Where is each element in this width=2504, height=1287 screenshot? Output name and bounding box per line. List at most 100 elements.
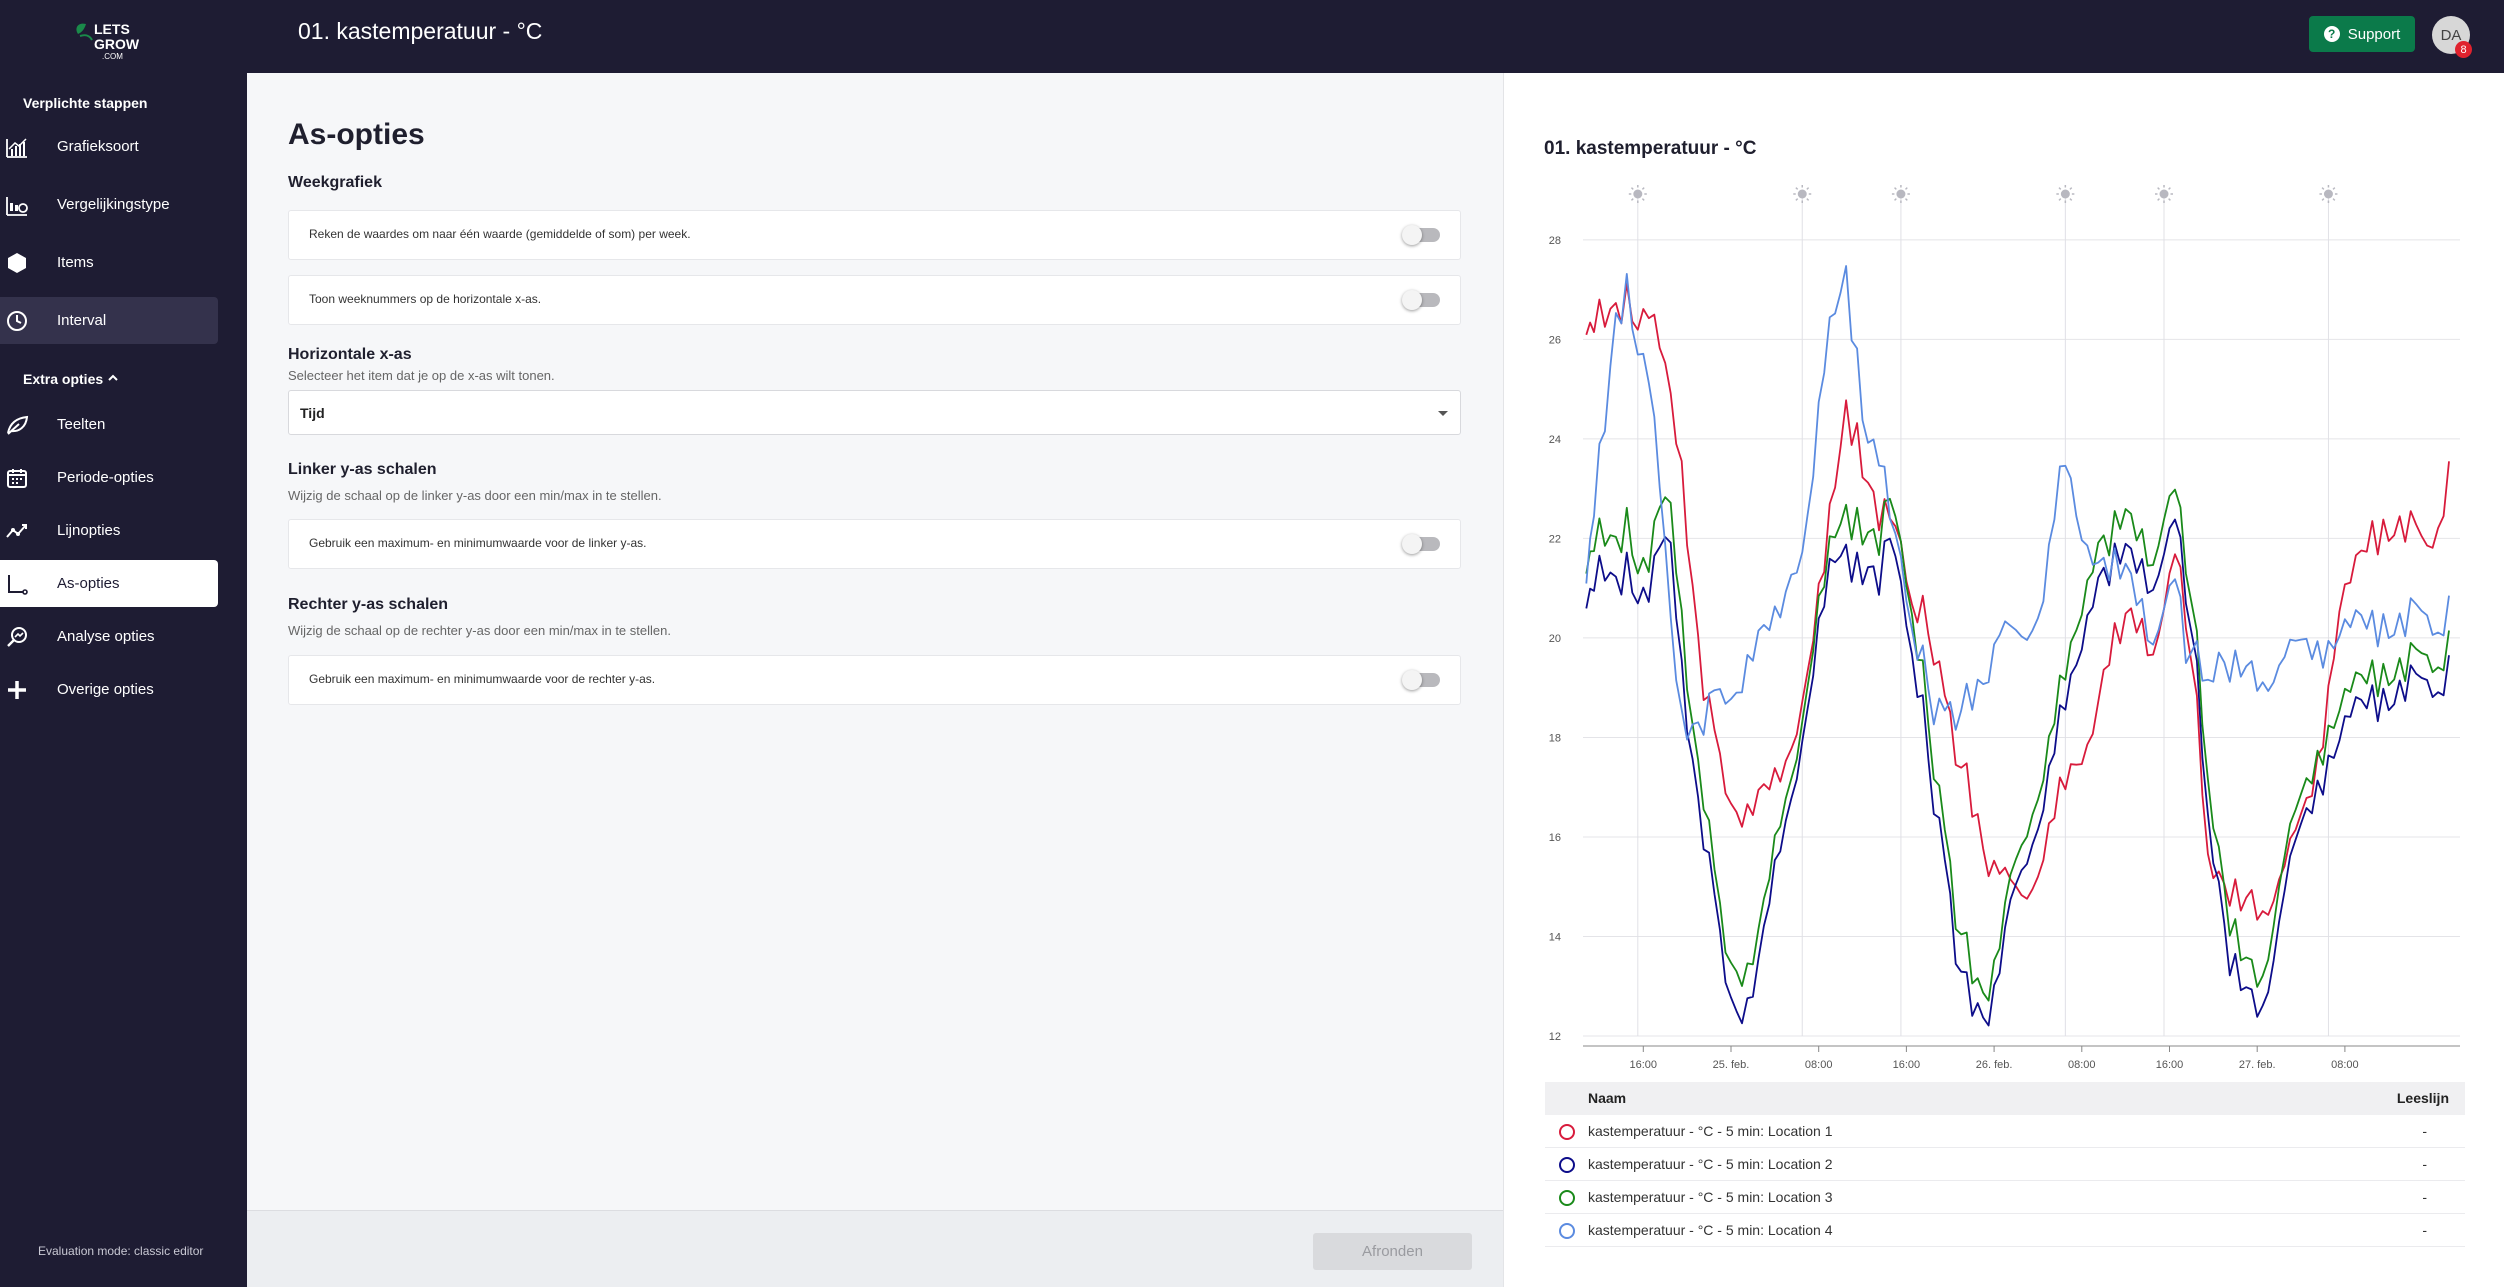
y-tick-label: 12 xyxy=(1549,1031,1561,1043)
sidebar-item-vergelijkingstype[interactable]: Vergelijkingstype xyxy=(0,181,218,228)
temperature-chart: 12 14 16 18 20 22 24 26 28 16:00 25. feb. 08:00 16:0… xyxy=(1549,185,2460,1070)
trend-line-icon xyxy=(5,519,29,543)
sun-ray xyxy=(2168,187,2171,190)
left-y-axis-toggle[interactable] xyxy=(1402,534,1440,554)
y-tick-label: 22 xyxy=(1549,533,1561,545)
sidebar-item-interval[interactable]: Interval xyxy=(0,297,218,344)
legend-row[interactable]: kastemperatuur - °C - 5 min: Location 1 … xyxy=(1545,1115,2465,1148)
sun-ray xyxy=(1630,198,1634,201)
series-color-dot xyxy=(1559,1190,1575,1206)
calendar-icon xyxy=(5,466,29,490)
sun-icon xyxy=(2323,189,2333,199)
series-name: kastemperatuur - °C - 5 min: Location 4 xyxy=(1588,1222,1833,1238)
extra-options-toggle[interactable]: Extra opties xyxy=(23,371,119,387)
legend-col-readline: Leeslijn xyxy=(2396,1090,2449,1106)
series-line xyxy=(1585,282,2450,921)
sun-ray xyxy=(2168,198,2171,201)
support-label: Support xyxy=(2347,25,2401,43)
leaf-icon xyxy=(5,413,29,437)
left-y-axis-option: Gebruik een maximum- en minimumwaarde vo… xyxy=(288,519,1461,569)
sidebar-item-teelten[interactable]: Teelten xyxy=(0,401,218,448)
sidebar-item-label: Items xyxy=(57,254,94,271)
sun-icon xyxy=(2060,189,2070,199)
right-y-axis-toggle[interactable] xyxy=(1402,670,1440,690)
chevron-up-icon xyxy=(107,371,119,387)
user-avatar[interactable]: DA xyxy=(2432,16,2470,54)
week-numbers-toggle[interactable] xyxy=(1402,290,1440,310)
sidebar-item-overige-opties[interactable]: Overige opties xyxy=(0,666,218,713)
legend-row[interactable]: kastemperatuur - °C - 5 min: Location 3 … xyxy=(1545,1181,2465,1214)
sun-ray xyxy=(2321,187,2325,190)
week-average-toggle[interactable] xyxy=(1402,225,1440,245)
x-tick-label: 26. feb. xyxy=(1976,1059,2013,1070)
week-average-label: Reken de waardes om naar één waarde (gem… xyxy=(309,227,691,241)
sun-icon xyxy=(1896,189,1906,199)
sidebar-item-lijnopties[interactable]: Lijnopties xyxy=(0,507,218,554)
bar-chart-icon xyxy=(5,135,29,159)
x-tick-label: 08:00 xyxy=(2068,1059,2096,1070)
sun-ray xyxy=(2157,198,2160,201)
analysis-icon xyxy=(5,625,29,649)
week-chart-heading: Weekgrafiek xyxy=(288,174,382,191)
sun-ray xyxy=(2058,187,2062,190)
week-average-option: Reken de waardes om naar één waarde (gem… xyxy=(288,210,1461,260)
series-line xyxy=(1585,488,2450,1002)
page-title: As-opties xyxy=(288,118,425,151)
finish-button[interactable]: Afronden xyxy=(1313,1233,1472,1270)
x-tick-label: 16:00 xyxy=(2156,1059,2184,1070)
right-y-axis-label: Gebruik een maximum- en minimumwaarde vo… xyxy=(309,672,656,686)
help-icon: ? xyxy=(2323,26,2340,42)
legend-row[interactable]: kastemperatuur - °C - 5 min: Location 4 … xyxy=(1545,1214,2465,1247)
sidebar-item-as-opties[interactable]: As-opties xyxy=(0,560,218,607)
letsgrow-logo[interactable]: LETS GROW .COM xyxy=(72,14,172,66)
chart-title: 01. kastemperatuur - °C xyxy=(1544,138,1757,159)
chart-legend-table: Naam Leeslijn kastemperatuur - °C - 5 mi… xyxy=(1545,1082,2465,1247)
required-steps-heading: Verplichte stappen xyxy=(23,95,148,111)
y-tick-label: 18 xyxy=(1549,732,1561,744)
compare-icon xyxy=(5,193,29,217)
support-button[interactable]: ? Support xyxy=(2309,16,2415,52)
week-numbers-option: Toon weeknummers op de horizontale x-as. xyxy=(288,275,1461,325)
sun-ray xyxy=(1641,198,1645,201)
sun-ray xyxy=(2332,187,2336,190)
clock-icon xyxy=(5,309,29,333)
sun-ray xyxy=(1641,187,1645,190)
notification-badge: 8 xyxy=(2455,41,2472,58)
top-bar: LETS GROW .COM 01. kastemperatuur - °C ?… xyxy=(0,0,2504,73)
sidebar-item-label: Grafieksoort xyxy=(57,138,139,155)
legend-col-name: Naam xyxy=(1588,1090,1627,1106)
x-axis-heading: Horizontale x-as xyxy=(288,346,412,363)
sun-ray xyxy=(1894,198,1897,201)
sidebar-item-grafieksoort[interactable]: Grafieksoort xyxy=(0,123,218,170)
left-y-axis-description: Wijzig de schaal op de linker y-as door … xyxy=(288,488,662,503)
y-tick-label: 16 xyxy=(1549,832,1561,844)
series-name: kastemperatuur - °C - 5 min: Location 2 xyxy=(1588,1156,1833,1172)
sun-ray xyxy=(1630,187,1634,190)
legend-header: Naam Leeslijn xyxy=(1545,1082,2465,1115)
sun-ray xyxy=(2321,198,2325,201)
sidebar-item-analyse-opties[interactable]: Analyse opties xyxy=(0,613,218,660)
sun-ray xyxy=(1894,187,1897,190)
x-tick-label: 16:00 xyxy=(1630,1059,1658,1070)
sidebar-item-label: Analyse opties xyxy=(57,628,155,645)
x-tick-label: 08:00 xyxy=(2331,1059,2359,1070)
sun-ray xyxy=(1806,187,1810,190)
sidebar-item-items[interactable]: Items xyxy=(0,239,218,286)
svg-text:.COM: .COM xyxy=(102,52,123,61)
series-readline-value: - xyxy=(2422,1222,2427,1238)
legend-row[interactable]: kastemperatuur - °C - 5 min: Location 2 … xyxy=(1545,1148,2465,1181)
y-tick-label: 14 xyxy=(1549,931,1561,943)
x-axis-select[interactable]: Tijd xyxy=(288,390,1461,435)
sidebar-item-periode-opties[interactable]: Periode-opties xyxy=(0,454,218,501)
series-color-dot xyxy=(1559,1157,1575,1173)
axis-icon xyxy=(5,572,29,596)
x-tick-label: 08:00 xyxy=(1805,1059,1833,1070)
sun-ray xyxy=(1904,187,1908,190)
y-tick-label: 26 xyxy=(1549,334,1561,346)
right-y-axis-option: Gebruik een maximum- en minimumwaarde vo… xyxy=(288,655,1461,705)
y-tick-label: 24 xyxy=(1549,434,1561,446)
sun-ray xyxy=(2332,198,2336,201)
hexagon-icon xyxy=(5,251,29,275)
y-tick-label: 20 xyxy=(1549,633,1561,645)
x-axis-description: Selecteer het item dat je op de x-as wil… xyxy=(288,368,555,383)
